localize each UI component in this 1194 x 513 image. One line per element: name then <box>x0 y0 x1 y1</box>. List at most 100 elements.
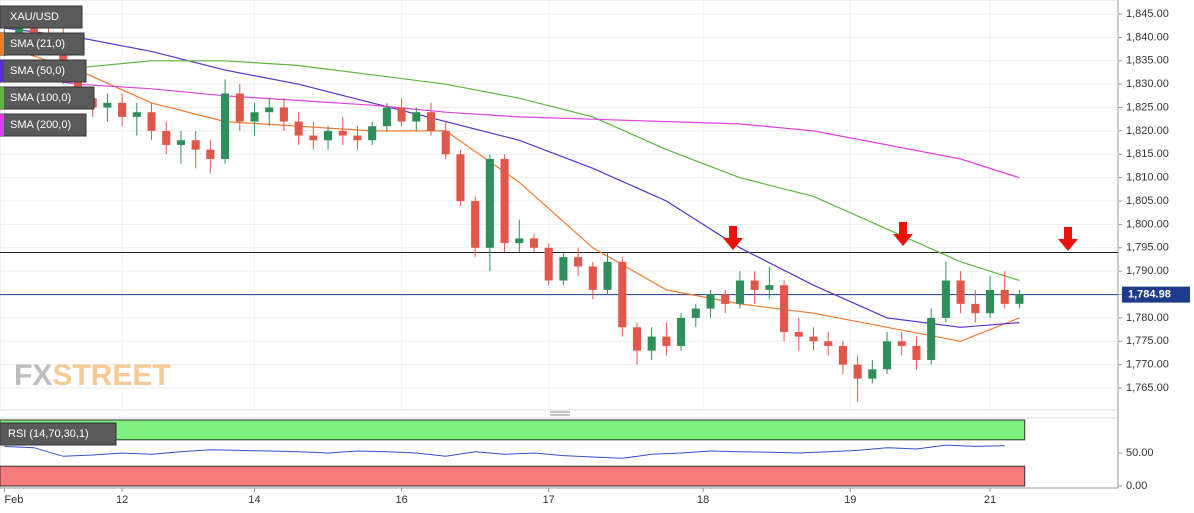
candle-body <box>118 102 127 117</box>
candle-body <box>544 247 553 281</box>
candle-body <box>721 294 730 304</box>
candle-body <box>426 112 436 131</box>
y-tick-label: 1,810.00 <box>1126 172 1169 184</box>
candle-body <box>147 112 156 131</box>
candle-body <box>515 238 524 244</box>
arrow <box>1058 227 1078 251</box>
candle-body <box>338 130 347 136</box>
candle-body <box>662 336 671 346</box>
y-tick-label: 1,840.00 <box>1126 31 1169 43</box>
candle-body <box>265 107 274 113</box>
candle-body <box>162 130 171 145</box>
candle-body <box>471 201 480 248</box>
y-tick-label: 1,830.00 <box>1126 78 1169 90</box>
candle-body <box>397 107 406 122</box>
x-tick-label: 19 <box>844 494 856 506</box>
x-tick-label: 14 <box>248 494 260 506</box>
y-tick-label: 1,770.00 <box>1126 359 1169 371</box>
candle-body <box>500 158 509 244</box>
candle-body <box>706 294 715 309</box>
candle-body <box>1015 294 1024 304</box>
candle-body <box>882 341 892 370</box>
x-tick-label: 21 <box>984 494 996 506</box>
candle-body <box>132 112 141 117</box>
x-tick-label: Feb <box>4 494 23 506</box>
candle-body <box>323 130 333 141</box>
candle-body <box>456 154 465 202</box>
resistance-arrows <box>723 222 1078 251</box>
candle-body <box>412 112 421 122</box>
resize-handle[interactable] <box>550 411 570 416</box>
sma-line <box>4 46 1020 342</box>
candle-body <box>985 289 995 314</box>
x-tick-label: 16 <box>395 494 407 506</box>
candle-body <box>1000 289 1009 304</box>
candle-body <box>765 285 774 290</box>
candle-body <box>691 308 700 318</box>
y-tick-label: 50.00 <box>1126 447 1154 459</box>
last-price-box <box>1122 286 1190 303</box>
candle-body <box>868 369 877 379</box>
candle-body <box>353 135 362 141</box>
candle-body <box>794 331 803 337</box>
legend-label: SMA (100,0) <box>10 92 71 104</box>
legend-label: SMA (200,0) <box>10 119 71 131</box>
candle-body <box>618 261 627 328</box>
candle-body <box>956 280 965 304</box>
candle-body <box>750 280 759 290</box>
legend-swatch <box>0 33 4 55</box>
candle-body <box>529 238 539 248</box>
candle-body <box>853 364 862 379</box>
y-tick-label: 1,800.00 <box>1126 218 1169 230</box>
candle-body <box>677 317 686 346</box>
candle-body <box>574 257 583 267</box>
y-tick-label: 1,815.00 <box>1126 148 1169 160</box>
candle-body <box>824 341 833 346</box>
legend-swatch <box>0 60 4 82</box>
candle-body <box>382 107 391 127</box>
overbought-band <box>0 419 1026 441</box>
candle-body <box>971 303 980 314</box>
y-tick-label: 1,845.00 <box>1126 8 1169 20</box>
candle-body <box>647 336 656 351</box>
candle-body <box>368 126 377 141</box>
y-tick-label: 1,835.00 <box>1126 55 1169 67</box>
candle-body <box>485 158 494 248</box>
legend-box <box>0 59 87 83</box>
oversold-band <box>0 465 1026 487</box>
sma-line <box>4 74 1020 179</box>
watermark-part: FX <box>14 359 52 392</box>
arrow <box>723 226 743 250</box>
candle-body <box>735 280 744 304</box>
y-tick-label: 1,765.00 <box>1126 382 1169 394</box>
candle-body <box>603 261 612 290</box>
candle-body <box>588 266 597 290</box>
candle-body <box>176 140 185 145</box>
y-tick-label: 1,805.00 <box>1126 195 1169 207</box>
candle-body <box>838 345 847 365</box>
rsi-line <box>4 444 1005 459</box>
candle-body <box>221 93 230 159</box>
candle-body <box>309 135 318 141</box>
legend-box <box>0 32 85 56</box>
candle-body <box>279 107 288 122</box>
legend-label: XAU/USD <box>10 11 59 23</box>
arrow <box>893 222 913 246</box>
legend-swatch <box>0 87 4 109</box>
candle-body <box>780 285 789 332</box>
legend-box <box>0 113 87 137</box>
y-tick-label: 1,795.00 <box>1126 242 1169 254</box>
candle-body <box>441 130 450 155</box>
x-tick-label: 17 <box>543 494 555 506</box>
sma-line <box>4 27 1020 328</box>
candle-body <box>927 317 936 360</box>
legend-box <box>0 5 83 29</box>
x-tick-label: 12 <box>116 494 128 506</box>
candle-body <box>559 257 568 281</box>
y-tick-label: 0.00 <box>1126 480 1147 492</box>
y-tick-label: 1,780.00 <box>1126 312 1169 324</box>
candle-body <box>206 149 215 159</box>
candle-body <box>191 140 200 150</box>
